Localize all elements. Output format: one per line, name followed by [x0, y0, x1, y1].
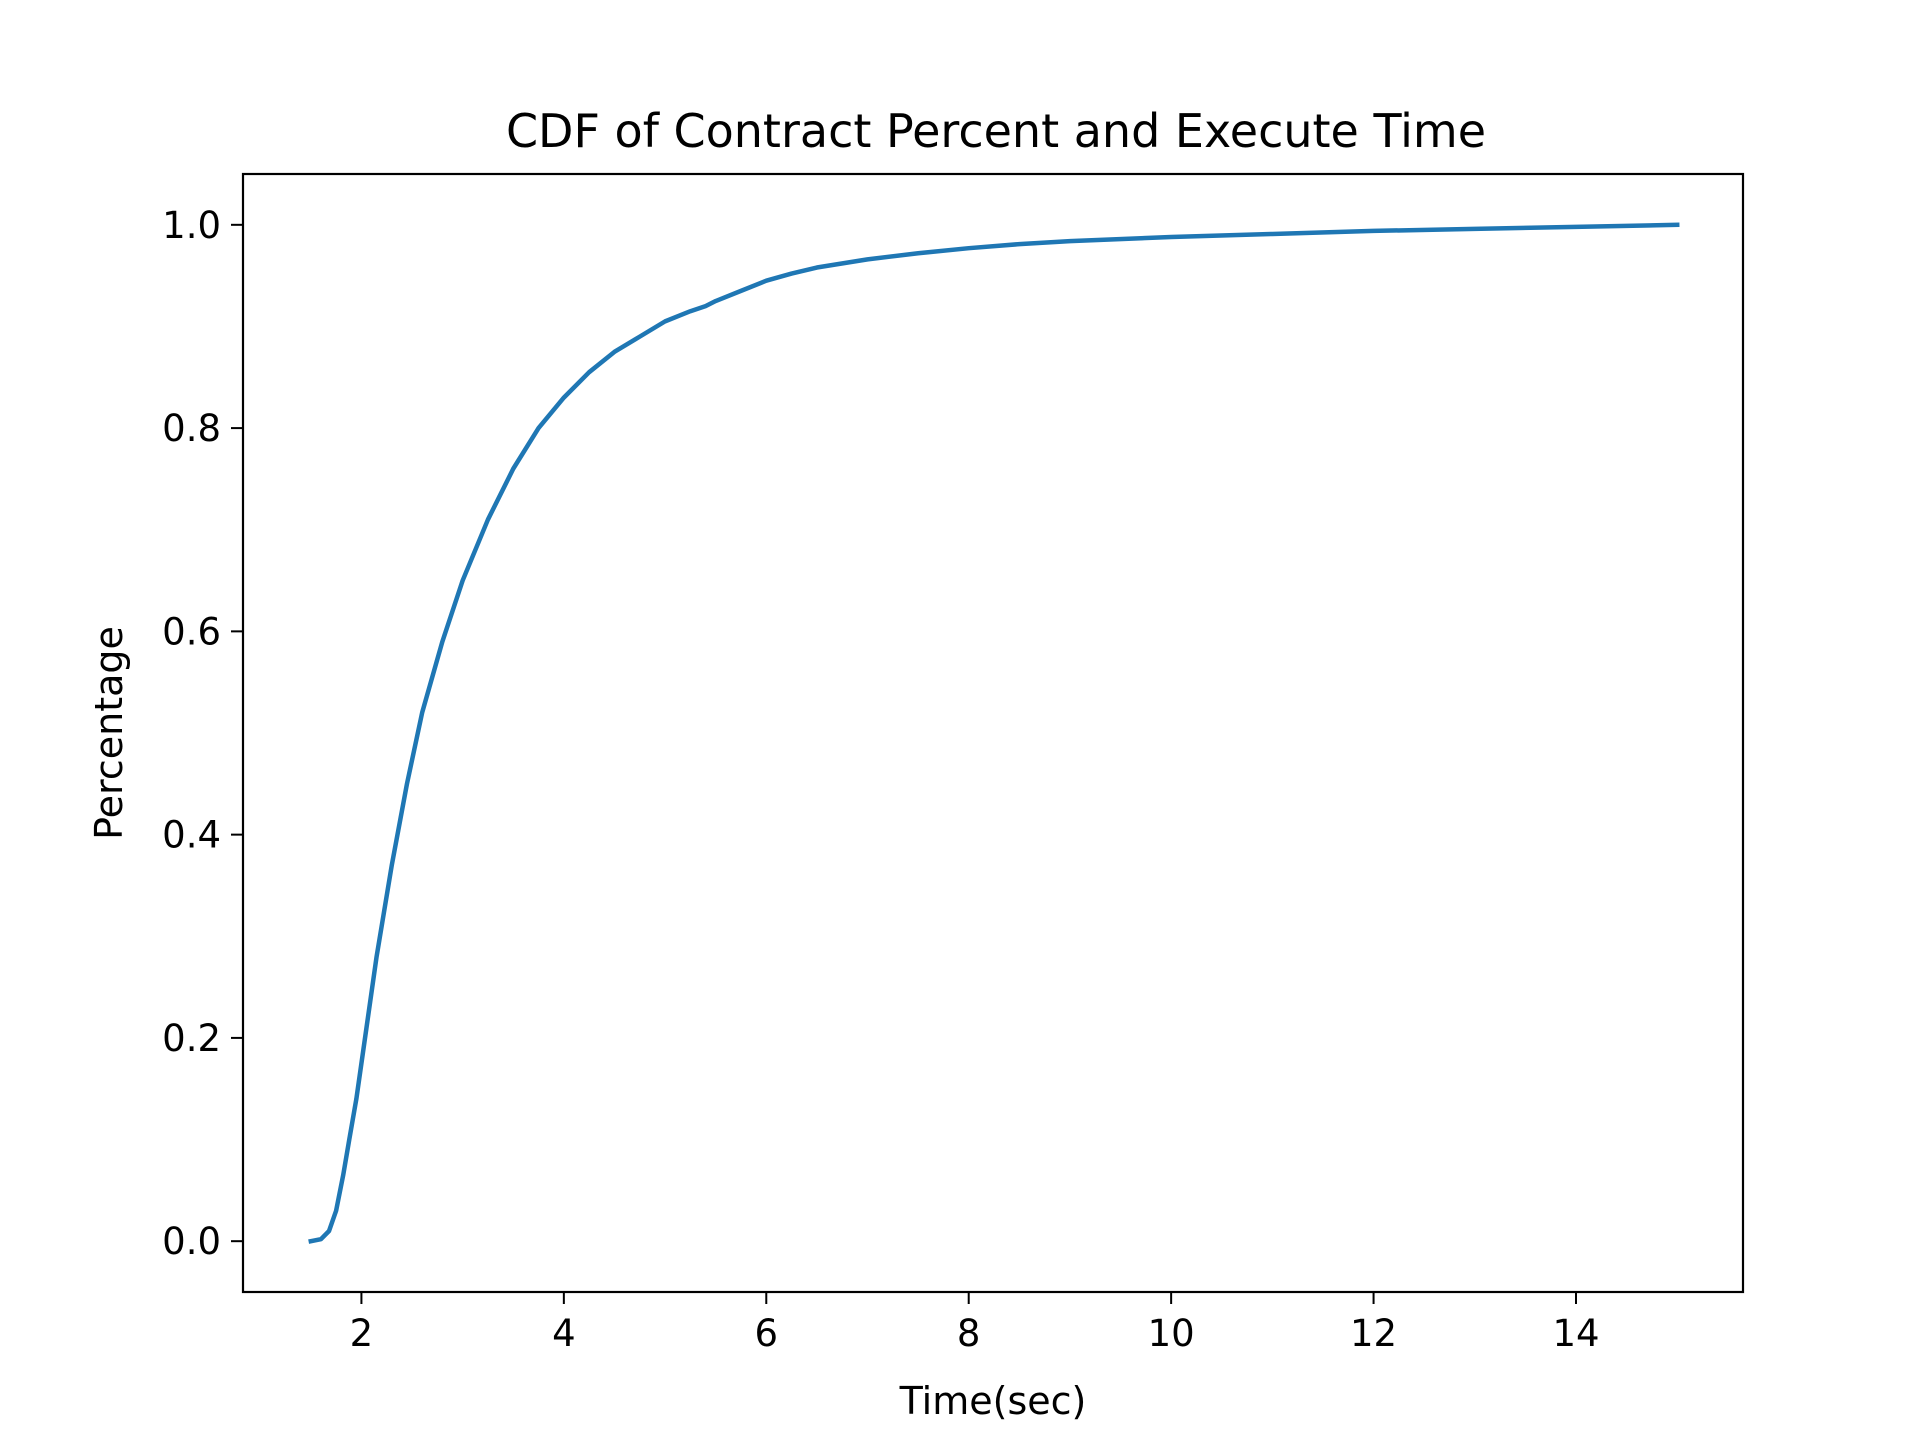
y-tick-label: 0.8	[162, 407, 221, 450]
x-tick-label: 10	[1148, 1312, 1195, 1355]
chart-title: CDF of Contract Percent and Execute Time	[506, 104, 1486, 158]
x-axis-label: Time(sec)	[899, 1379, 1087, 1423]
y-tick-label: 1.0	[162, 204, 221, 247]
x-axis: 2 4 6 8 10 12 14	[350, 1292, 1600, 1355]
y-tick-label: 0.0	[162, 1220, 221, 1263]
x-tick-label: 6	[755, 1312, 779, 1355]
plot-frame	[241, 172, 1745, 1294]
y-tick-label: 0.2	[162, 1017, 221, 1060]
x-tick-label: 8	[957, 1312, 981, 1355]
y-axis: 0.0 0.2 0.4 0.6 0.8 1.0	[162, 204, 243, 1263]
y-tick-label: 0.4	[162, 814, 221, 857]
y-tick-label: 0.6	[162, 610, 221, 653]
x-tick-label: 4	[552, 1312, 576, 1355]
x-tick-label: 12	[1350, 1312, 1397, 1355]
x-tick-label: 14	[1552, 1312, 1599, 1355]
y-axis-label: Percentage	[87, 626, 131, 840]
cdf-line	[308, 222, 1680, 1244]
x-tick-label: 2	[350, 1312, 374, 1355]
